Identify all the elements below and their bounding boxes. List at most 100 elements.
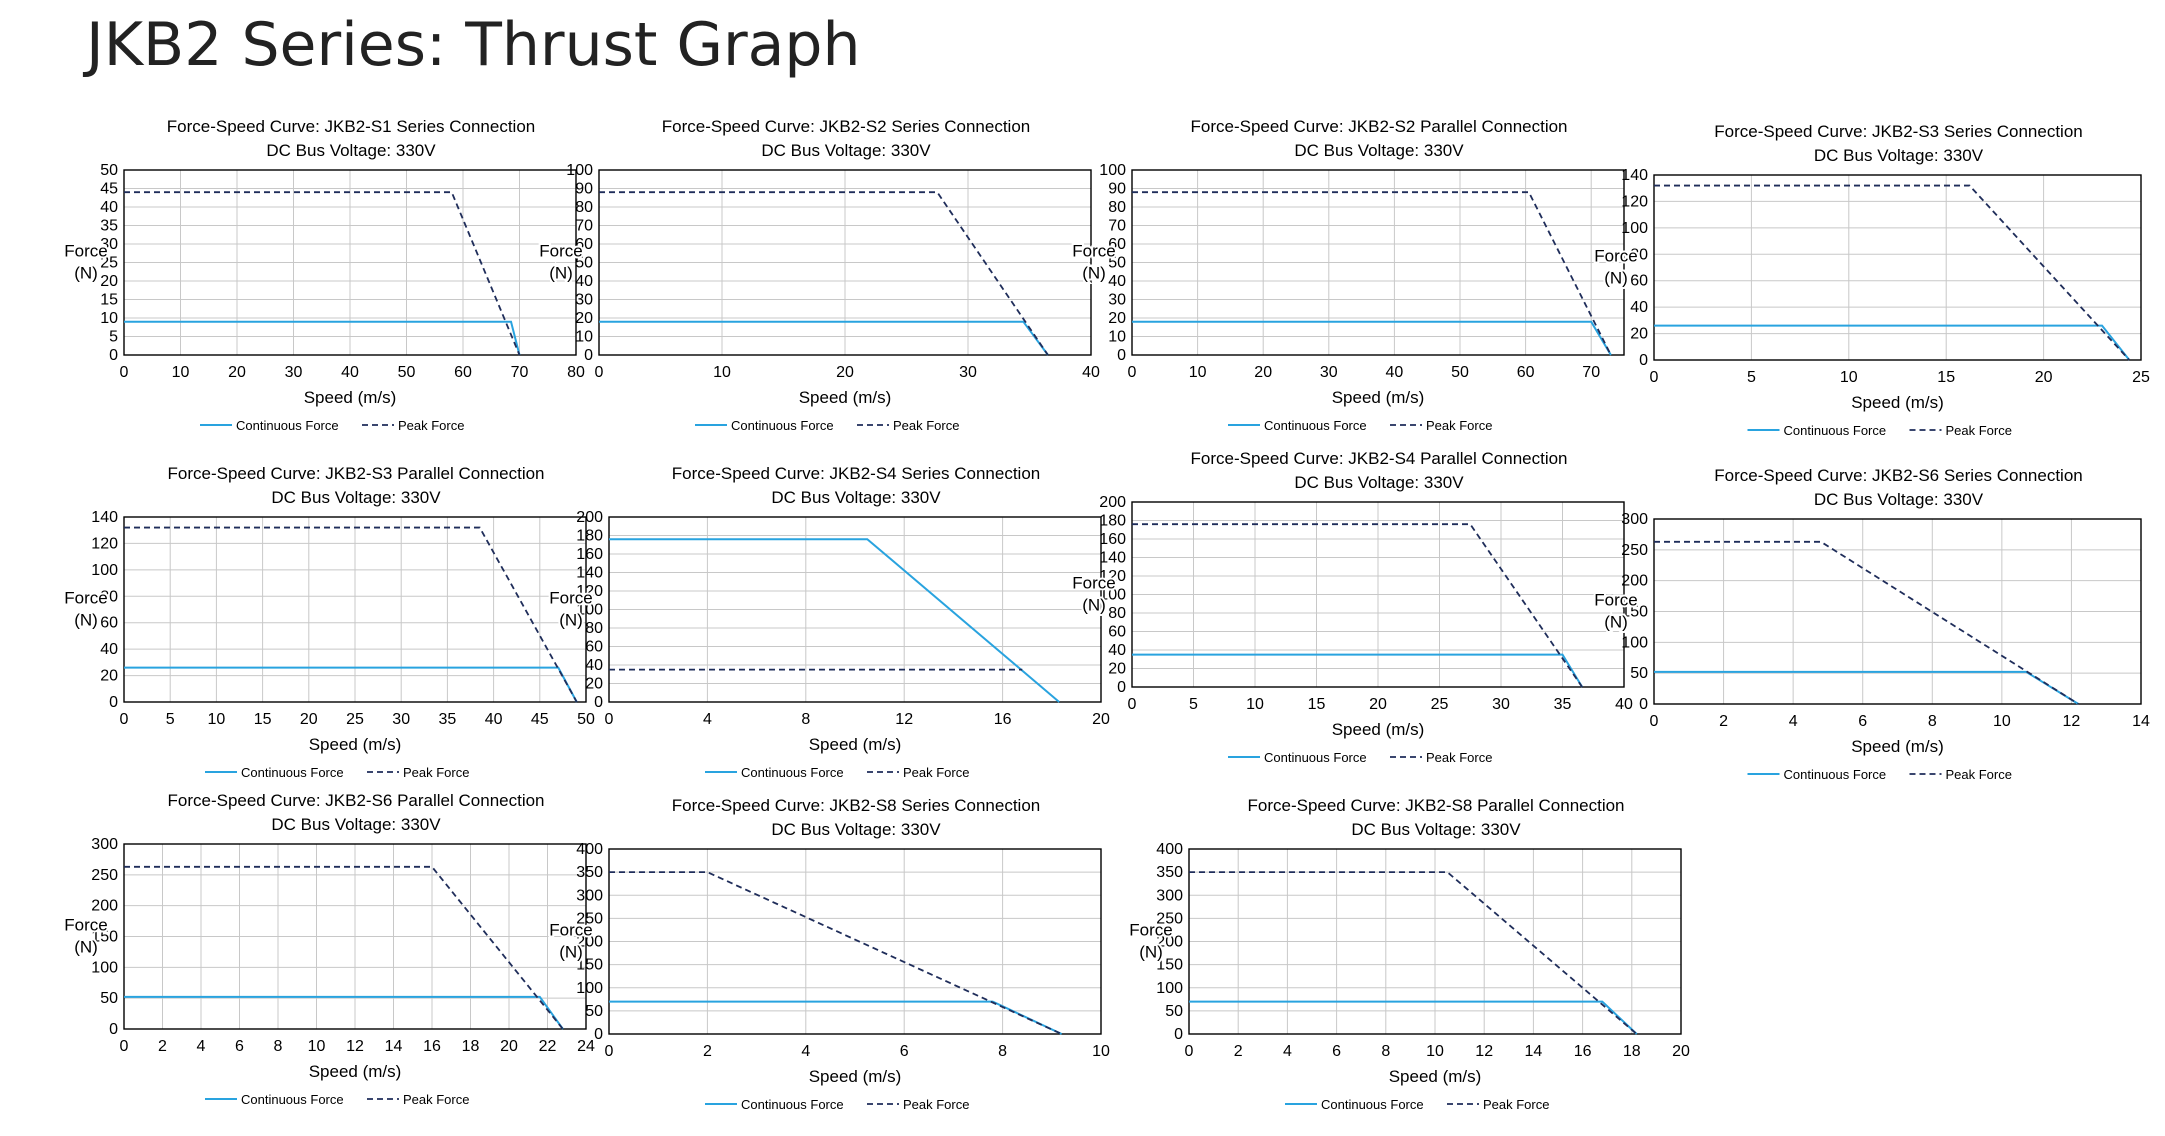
y-tick-label: 400 <box>1156 841 1183 858</box>
x-tick-label: 10 <box>1426 1043 1444 1060</box>
chart-title: Force-Speed Curve: JKB2-S2 Parallel Conn… <box>1190 117 1567 136</box>
x-axis-label: Speed (m/s) <box>799 388 892 407</box>
y-tick-label: 90 <box>1108 181 1126 198</box>
plot-frame <box>608 516 1102 703</box>
y-tick-label: 40 <box>585 657 603 674</box>
chart-title: Force-Speed Curve: JKB2-S4 Series Connec… <box>672 464 1041 483</box>
x-tick-label: 20 <box>2035 369 2053 386</box>
y-tick-label: 250 <box>1156 910 1183 927</box>
x-tick-label: 6 <box>1332 1043 1341 1060</box>
x-axis-label: Speed (m/s) <box>304 388 397 407</box>
y-tick-label: 140 <box>576 565 603 582</box>
y-tick-label: 80 <box>1108 605 1126 622</box>
y-tick-label: 40 <box>100 199 118 216</box>
chart-jkb2-s8-parallel: Force-Speed Curve: JKB2-S8 Parallel Conn… <box>1127 796 1690 1112</box>
chart-subtitle: DC Bus Voltage: 330V <box>771 488 941 507</box>
y-tick-label: 140 <box>91 509 118 526</box>
x-tick-label: 60 <box>454 364 472 381</box>
y-tick-label: 250 <box>91 867 118 884</box>
y-axis-label-unit: (N) <box>1604 613 1628 632</box>
x-tick-label: 2 <box>1719 713 1728 730</box>
peak-force-line <box>124 526 578 703</box>
x-tick-label: 2 <box>703 1043 712 1060</box>
y-tick-label: 40 <box>1108 642 1126 659</box>
peak-force-line <box>609 871 1063 1035</box>
y-tick-label: 180 <box>576 528 603 545</box>
y-tick-label: 150 <box>576 957 603 974</box>
x-tick-label: 10 <box>1840 369 1858 386</box>
x-tick-label: 4 <box>1789 713 1798 730</box>
y-tick-label: 45 <box>100 181 118 198</box>
y-tick-label: 20 <box>1108 661 1126 678</box>
continuous-force-line <box>1654 670 2079 705</box>
x-tick-label: 50 <box>577 711 595 728</box>
y-tick-label: 350 <box>576 864 603 881</box>
x-tick-label: 16 <box>994 711 1012 728</box>
chart-title: Force-Speed Curve: JKB2-S8 Series Connec… <box>672 796 1041 815</box>
y-tick-label: 30 <box>575 292 593 309</box>
chart-title: Force-Speed Curve: JKB2-S6 Parallel Conn… <box>167 791 544 810</box>
y-tick-label: 30 <box>100 236 118 253</box>
y-tick-label: 120 <box>576 583 603 600</box>
y-tick-label: 400 <box>576 841 603 858</box>
y-tick-label: 50 <box>100 162 118 179</box>
y-tick-label: 100 <box>91 562 118 579</box>
y-tick-label: 300 <box>91 836 118 853</box>
plot-frame <box>123 169 577 356</box>
y-tick-label: 160 <box>576 546 603 563</box>
y-tick-label: 35 <box>100 218 118 235</box>
continuous-force-line <box>609 538 1060 703</box>
y-axis-label-unit: (N) <box>1082 596 1106 615</box>
x-tick-label: 12 <box>346 1038 364 1055</box>
peak-force-line <box>1189 871 1638 1035</box>
continuous-force-line <box>1189 1000 1638 1035</box>
page-title: JKB2 Series: Thrust Graph <box>86 10 861 80</box>
y-tick-label: 300 <box>1156 887 1183 904</box>
y-tick-label: 300 <box>576 887 603 904</box>
chart-jkb2-s3-parallel: Force-Speed Curve: JKB2-S3 Parallel Conn… <box>62 464 595 780</box>
continuous-force-line <box>124 320 521 356</box>
x-tick-label: 0 <box>1650 713 1659 730</box>
y-tick-label: 50 <box>1630 665 1648 682</box>
y-tick-label: 15 <box>100 292 118 309</box>
y-axis-label-unit: (N) <box>74 938 98 957</box>
x-axis-label: Speed (m/s) <box>1851 737 1944 756</box>
x-tick-label: 30 <box>285 364 303 381</box>
x-tick-label: 8 <box>1928 713 1937 730</box>
y-tick-label: 0 <box>1639 696 1648 713</box>
x-tick-label: 40 <box>1615 696 1633 713</box>
x-tick-label: 8 <box>801 711 810 728</box>
x-tick-label: 15 <box>254 711 272 728</box>
plot-frame <box>1653 174 2142 361</box>
peak-force-line <box>1654 540 2079 705</box>
x-tick-label: 14 <box>2132 713 2150 730</box>
chart-jkb2-s6-series: Force-Speed Curve: JKB2-S6 Series Connec… <box>1592 466 2150 782</box>
x-tick-label: 25 <box>1431 696 1449 713</box>
y-tick-label: 60 <box>575 236 593 253</box>
plot-frame <box>1653 518 2142 705</box>
y-axis-label-unit: (N) <box>549 264 573 283</box>
plot-frame <box>598 169 1092 356</box>
y-tick-label: 40 <box>100 641 118 658</box>
y-axis-label: Force <box>64 916 107 935</box>
x-tick-label: 40 <box>1082 364 1100 381</box>
x-tick-label: 12 <box>895 711 913 728</box>
chart-title: Force-Speed Curve: JKB2-S1 Series Connec… <box>167 117 536 136</box>
x-tick-label: 14 <box>1525 1043 1543 1060</box>
y-tick-label: 40 <box>1108 273 1126 290</box>
continuous-force-line <box>1132 320 1612 356</box>
plot-frame <box>1131 501 1625 688</box>
chart-subtitle: DC Bus Voltage: 330V <box>761 141 931 160</box>
legend-peak-label: Peak Force <box>1426 750 1492 765</box>
x-axis-label: Speed (m/s) <box>809 1067 902 1086</box>
y-tick-label: 150 <box>1621 604 1648 621</box>
x-tick-label: 20 <box>836 364 854 381</box>
x-tick-label: 16 <box>1574 1043 1592 1060</box>
x-tick-label: 0 <box>605 711 614 728</box>
x-tick-label: 0 <box>605 1043 614 1060</box>
y-axis-label: Force <box>64 242 107 261</box>
x-tick-label: 4 <box>197 1038 206 1055</box>
continuous-force-line <box>599 320 1049 356</box>
y-tick-label: 10 <box>100 310 118 327</box>
x-tick-label: 0 <box>120 711 129 728</box>
